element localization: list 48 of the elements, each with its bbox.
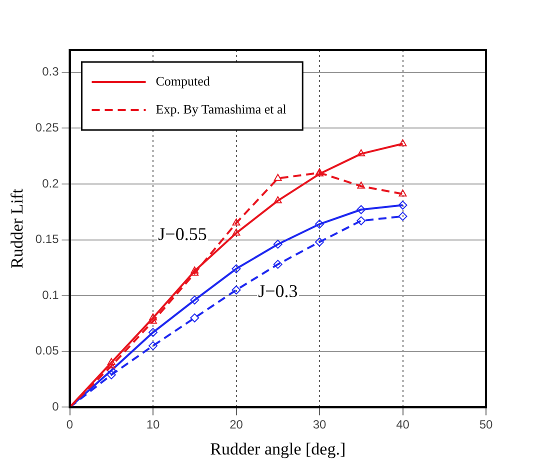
point [232, 285, 241, 294]
y-axis-title: Rudder Lift [8, 188, 27, 268]
point [190, 266, 199, 274]
point [274, 174, 282, 181]
x-axis-title: Rudder angle [deg.] [210, 439, 346, 458]
point [398, 139, 407, 146]
x-tick-label: 0 [66, 418, 74, 432]
point [274, 196, 282, 204]
point [106, 370, 116, 380]
annotation: J−0.55 [157, 224, 208, 244]
y-tick-label: 0.2 [42, 176, 60, 190]
point [398, 212, 408, 221]
point [357, 182, 366, 189]
point [273, 240, 282, 249]
y-tick-label: 0.15 [35, 232, 60, 246]
legend-label: Computed [156, 73, 210, 88]
point [232, 264, 241, 274]
point [357, 149, 366, 156]
y-tick-label: 0.3 [42, 64, 60, 79]
point [148, 328, 158, 337]
point [107, 358, 116, 366]
y-tick-label: 0 [52, 400, 60, 414]
point [315, 237, 324, 246]
point [232, 218, 240, 226]
point [232, 228, 240, 236]
y-tick-label: 0.1 [42, 288, 60, 302]
x-tick-label: 30 [312, 418, 326, 432]
x-tick-label: 20 [230, 418, 244, 432]
point [190, 313, 200, 322]
point [398, 200, 408, 210]
annotation: J−0.3 [257, 281, 299, 302]
x-tick-label: 50 [479, 418, 493, 432]
x-tick-label: 40 [396, 418, 410, 432]
point [149, 313, 157, 320]
point [190, 268, 199, 276]
point [315, 220, 324, 229]
point [148, 341, 158, 350]
y-tick-label: 0.05 [35, 344, 60, 358]
point [273, 260, 282, 269]
point [398, 189, 407, 196]
y-tick-label: 0.25 [35, 120, 60, 134]
legend-label: Exp. By Tamashima et al [156, 101, 287, 116]
point [149, 316, 157, 324]
x-tick-label: 10 [146, 418, 160, 432]
point [107, 361, 116, 368]
point [356, 216, 366, 226]
point [356, 205, 366, 214]
point [190, 296, 200, 305]
